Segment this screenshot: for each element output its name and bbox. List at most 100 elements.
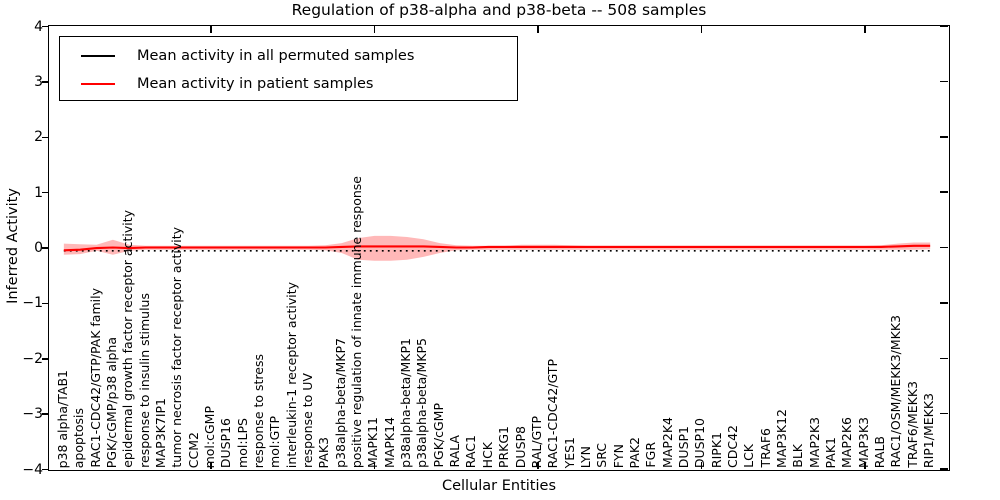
x-category-label: apoptosis — [71, 407, 87, 468]
y-tick-label: 2 — [34, 129, 43, 146]
x-category-label: MAPK14 — [381, 417, 397, 468]
y-tick-left — [42, 247, 48, 249]
x-category-label: RALB — [872, 435, 888, 468]
x-tick-top — [864, 26, 866, 33]
x-category-label: MAP2K3 — [806, 417, 822, 468]
x-category-label: PGK/cGMP — [430, 403, 446, 468]
x-category-label: DUSP1 — [675, 425, 691, 468]
plot-area: p38 alpha/TAB1 apoptosis RAC1-CDC42/GTP/PA… — [48, 25, 950, 471]
legend-entry-permuted: Mean activity in all permuted samples — [60, 42, 517, 70]
x-tick-bottom — [700, 462, 703, 469]
x-tick-top — [210, 26, 212, 33]
x-category-label: RAL/GTP — [528, 415, 544, 468]
confidence-band — [63, 235, 931, 261]
y-tick-label: 0 — [34, 240, 43, 256]
x-category-label: epidermal growth factor receptor activit… — [120, 210, 136, 468]
x-category-label: MAPK11 — [365, 417, 381, 468]
y-tick-left — [42, 25, 48, 28]
x-category-label: RAC1-CDC42/GTP/PAK family — [87, 288, 103, 468]
x-category-label: SRC — [594, 443, 610, 468]
x-category-label: mol:GTP — [267, 416, 283, 468]
y-tick-right — [940, 246, 948, 249]
y-tick-label: 1 — [34, 184, 43, 201]
y-tick-label: −3 — [22, 406, 43, 423]
y-tick-right — [940, 468, 948, 470]
x-tick-bottom — [373, 462, 376, 469]
x-category-label: positive regulation of innate immune res… — [349, 175, 365, 468]
x-category-label: BLK — [790, 444, 806, 468]
y-tick-right — [940, 25, 948, 27]
x-category-label: PAK2 — [626, 436, 642, 468]
legend-label: Mean activity in patient samples — [137, 76, 374, 92]
y-tick-label: 3 — [34, 73, 43, 90]
x-category-label: MAP3K12 — [774, 409, 790, 468]
x-category-label: LCK — [741, 444, 757, 468]
y-tick-label: 4 — [34, 18, 43, 35]
x-category-label: MAP3K7IP1 — [152, 397, 168, 468]
y-tick-left — [42, 302, 48, 305]
y-tick-right — [940, 191, 948, 193]
y-tick-right — [940, 412, 948, 415]
x-category-label: p38alpha-beta/MKP5 — [414, 338, 430, 468]
legend-entry-patient: Mean activity in patient samples — [60, 70, 517, 98]
x-category-label: tumor necrosis factor receptor activity — [169, 227, 185, 468]
x-axis-label: Cellular Entities — [441, 478, 557, 494]
x-category-label: YES1 — [561, 436, 577, 468]
y-tick-right — [940, 80, 948, 83]
x-category-label: interleukin-1 receptor activity — [283, 281, 299, 468]
y-tick-left — [42, 358, 48, 360]
x-tick-top — [537, 26, 539, 33]
legend-line-black — [81, 55, 115, 57]
x-category-label: DUSP8 — [512, 425, 528, 468]
x-category-label: TRAF6 — [757, 428, 773, 468]
x-category-label: PRKG1 — [496, 425, 512, 468]
x-category-label: PAK3 — [316, 436, 332, 468]
x-category-label: PAK1 — [823, 436, 839, 468]
x-tick-bottom — [210, 462, 212, 469]
legend: Mean activity in all permuted samples Me… — [59, 36, 518, 101]
y-tick-left — [42, 81, 48, 83]
y-tick-label: −4 — [22, 461, 43, 478]
patient-mean-line — [63, 244, 931, 252]
x-category-label: TRAF6/MEKK3 — [904, 381, 920, 468]
x-category-label: RAC1 — [463, 434, 479, 468]
x-category-label: PGK/cGMP/p38 alpha — [103, 336, 119, 468]
legend-label: Mean activity in all permuted samples — [137, 48, 415, 64]
x-category-label: MAP2K6 — [839, 417, 855, 468]
x-category-label: p38 alpha/TAB1 — [54, 369, 70, 468]
x-category-label: MAP3K3 — [855, 417, 871, 468]
y-tick-label: −1 — [22, 295, 43, 312]
y-tick-left — [42, 413, 48, 415]
x-category-label: RAC1/OSM/MEKK3/MKK3 — [888, 315, 904, 468]
x-category-label: p38alpha-beta/MKP7 — [332, 338, 348, 468]
x-category-label: response to insulin stimulus — [136, 293, 152, 468]
x-tick-top — [700, 26, 703, 33]
x-category-label: RIPK1 — [708, 431, 724, 468]
y-tick-right — [940, 136, 948, 138]
x-tick-bottom — [537, 462, 539, 469]
x-category-label: DUSP10 — [692, 417, 708, 468]
x-category-label: RAC1-CDC42/GTP — [545, 358, 561, 468]
y-tick-left — [42, 191, 48, 194]
x-category-label: RALA — [447, 435, 463, 468]
x-category-label: response to stress — [250, 353, 266, 468]
x-category-label: p38alpha-beta/MKP1 — [398, 338, 414, 468]
x-category-label: DUSP16 — [218, 417, 234, 468]
y-tick-label: −2 — [22, 350, 43, 367]
chart-title: Regulation of p38-alpha and p38-beta -- … — [291, 1, 707, 19]
x-category-label: FGR — [643, 442, 659, 468]
x-category-label: HCK — [479, 441, 495, 468]
x-category-label: response to UV — [300, 373, 316, 468]
x-category-label: mol:LPS — [234, 418, 250, 468]
y-tick-right — [940, 357, 948, 359]
x-tick-top — [373, 26, 376, 33]
y-tick-left — [42, 136, 48, 138]
x-category-label: RIP1/MEKK3 — [921, 392, 937, 468]
chart-canvas — [63, 235, 931, 261]
x-category-label: MAP2K4 — [659, 417, 675, 468]
y-tick-right — [940, 302, 948, 304]
y-tick-left — [42, 468, 48, 471]
x-category-label: CDC42 — [725, 425, 740, 468]
x-category-label: CCM2 — [185, 431, 201, 468]
